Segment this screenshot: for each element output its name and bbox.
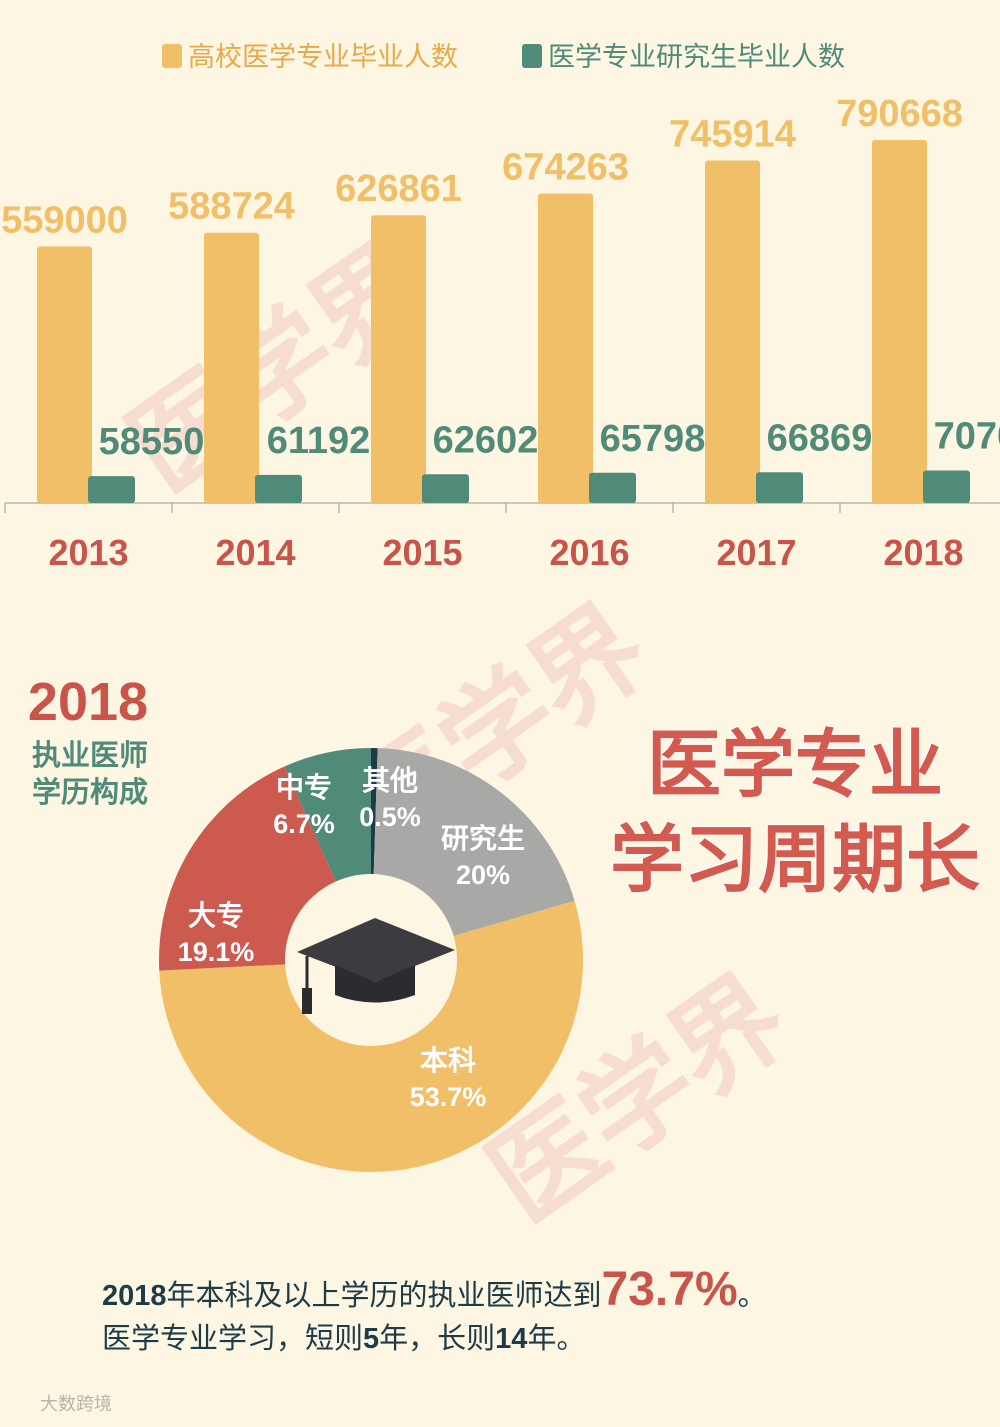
bar [923,470,970,503]
bar [422,474,469,503]
pie-value-label: 53.7% [410,1082,487,1112]
pie-title: 2018 [28,672,148,732]
summary-text: 年。 [527,1322,585,1355]
summary-line: 医学专业学习，短则5年，长则14年。 [102,1322,585,1355]
cap-base [335,965,415,1003]
summary-text: 年，长则 [379,1322,495,1355]
bar [589,472,636,503]
legend-label: 高校医学专业毕业人数 [188,42,458,72]
pie-label: 其他 [362,765,418,796]
value-label: 674263 [502,146,629,188]
x-tick-label: 2014 [215,532,295,573]
pie-label: 研究生 [441,822,525,854]
bar [538,193,593,503]
logo: 大数跨境 [40,1394,112,1414]
value-label: 66869 [767,417,873,459]
value-label: 626861 [335,168,462,210]
bar [255,474,302,503]
summary-text: 年本科及以上学历的执业医师达到 [167,1279,602,1312]
legend-swatch [162,44,182,68]
x-tick-label: 2015 [382,532,462,573]
value-label: 559000 [1,199,128,241]
value-label: 70708 [934,416,1000,458]
headline: 医学专业 [647,723,943,806]
pie-value-label: 6.7% [273,809,335,839]
pie-subtitle: 学历构成 [32,775,148,809]
x-tick-label: 2017 [716,532,796,573]
donut-segment [371,748,378,875]
value-label: 58550 [99,421,205,463]
summary-text: 。 [738,1280,767,1312]
pie-subtitle: 执业医师 [32,739,148,772]
cap-tassel [302,988,312,1014]
bar [371,215,426,503]
value-label: 61192 [267,420,371,462]
summary-highlight: 73.7% [602,1263,738,1316]
donut-segment [159,900,583,1173]
legend-label: 医学专业研究生毕业人数 [548,42,845,72]
legend-swatch [522,44,542,68]
bar [872,140,927,503]
donut-segment [284,748,371,882]
donut-segment [373,748,575,937]
bar [756,472,803,503]
value-label: 790668 [836,93,963,135]
value-label: 745914 [669,114,796,156]
summary-line: 2018年本科及以上学历的执业医师达到73.7%。 [102,1263,767,1316]
summary-text: 5 [363,1323,379,1355]
value-label: 65798 [600,418,706,460]
bar [204,232,259,503]
x-tick-label: 2016 [549,532,629,573]
pie-label: 大专 [188,900,244,931]
value-label: 588724 [168,186,295,228]
pie-value-label: 19.1% [178,937,255,967]
pie-label: 中专 [276,772,332,803]
value-label: 62602 [433,419,539,461]
headline: 学习周期长 [610,818,980,901]
bar [705,160,760,503]
x-tick-label: 2013 [48,532,128,573]
bar [88,476,135,503]
x-tick-label: 2018 [883,532,963,573]
pie-value-label: 0.5% [359,802,421,832]
graduation-cap [297,918,455,1014]
summary-text: 医学专业学习，短则 [102,1322,363,1355]
pie-label: 本科 [420,1045,476,1076]
bar [37,246,92,503]
summary-text: 2018 [102,1280,167,1312]
pie-value-label: 20% [456,860,510,890]
summary-text: 14 [495,1323,527,1355]
donut-segment [159,766,336,971]
